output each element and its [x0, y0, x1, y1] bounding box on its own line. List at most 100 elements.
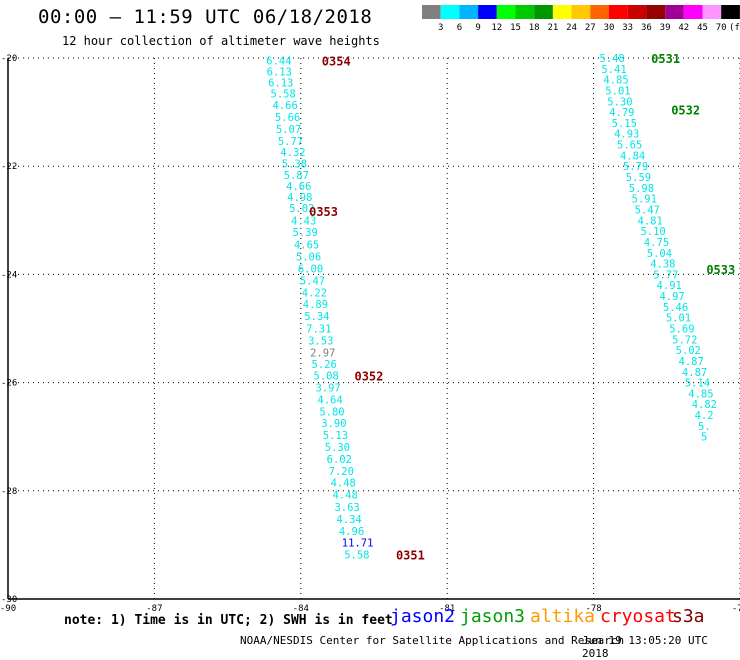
colorbar-swatch — [646, 5, 666, 19]
pass-time-label: 0353 — [309, 205, 338, 219]
wave-height-point: 5.66 — [275, 112, 300, 124]
wave-height-point: 5.01 — [666, 313, 691, 325]
wave-height-point: 4.81 — [638, 215, 663, 227]
colorbar-swatch — [721, 5, 740, 19]
wave-height-point: 5.59 — [626, 172, 651, 184]
wave-height-point: 5.14 — [685, 378, 710, 390]
footer-timestamp: Jun 19 13:05:20 UTC 2018 — [582, 634, 708, 660]
wave-height-point: 6.02 — [327, 454, 352, 466]
x-tick-label: -78 — [585, 604, 601, 614]
wave-height-point: 4.48 — [333, 490, 358, 502]
wave-height-point: 5.58 — [271, 89, 296, 101]
colorbar-swatch — [478, 5, 497, 19]
wave-height-point: 5.72 — [672, 334, 697, 346]
wave-height-point: 5.34 — [304, 311, 329, 323]
colorbar-swatch — [440, 5, 460, 19]
wave-height-point: 5.30 — [607, 96, 632, 108]
wave-height-point: 4.97 — [659, 291, 684, 303]
wave-height-point: 5.06 — [296, 252, 321, 264]
wave-height-point: 3.97 — [315, 382, 340, 394]
wave-height-point: 3.53 — [308, 335, 333, 347]
wave-height-point: 4.87 — [682, 367, 707, 379]
chart-subtitle: 12 hour collection of altimeter wave hei… — [62, 34, 380, 48]
pass-time-label: 0532 — [671, 103, 700, 117]
wave-height-point: 5.30 — [325, 442, 350, 454]
wave-height-point: 4.93 — [614, 129, 639, 141]
colorbar-label: 9 — [475, 23, 480, 33]
wave-height-point: 6.00 — [298, 263, 323, 275]
wave-height-point: 5.80 — [319, 406, 344, 418]
wave-height-point: 4.65 — [294, 240, 319, 252]
colorbar-swatch — [665, 5, 684, 19]
colorbar-label: 36 — [641, 23, 652, 33]
colorbar-swatch — [702, 5, 722, 19]
wave-height-point: 5.13 — [323, 430, 348, 442]
wave-height-point: 4.89 — [303, 299, 328, 311]
x-tick-label: -84 — [293, 604, 309, 614]
wave-height-point: 4.98 — [287, 192, 312, 204]
wave-height-point: 6.13 — [268, 77, 293, 89]
wave-height-point: 7.31 — [306, 324, 331, 336]
y-tick-label: -24 — [1, 270, 17, 280]
colorbar-label: (ft) — [729, 23, 740, 33]
footer-credit: NOAA/NESDIS Center for Satellite Applica… — [240, 634, 625, 647]
wave-height-point: 5.08 — [313, 371, 338, 383]
colorbar-swatch — [609, 5, 628, 19]
wave-height-point: 5. — [698, 421, 711, 433]
colorbar-label: 42 — [678, 23, 689, 33]
wave-height-point: 5.10 — [640, 226, 665, 238]
x-tick-label: -75 — [732, 604, 740, 614]
wave-height-point: 5.47 — [300, 275, 325, 287]
colorbar-swatch — [552, 5, 572, 19]
colorbar-label: 6 — [457, 23, 462, 33]
wave-height-point: 2.97 — [310, 347, 335, 359]
wave-height-point: 11.71 — [342, 538, 374, 550]
colorbar-swatch — [627, 5, 647, 19]
y-tick-label: -30 — [1, 595, 17, 605]
wave-height-point: 5.91 — [632, 194, 657, 206]
wave-height-point: 5.41 — [601, 64, 626, 76]
chart-title: 00:00 – 11:59 UTC 06/18/2018 — [38, 6, 373, 28]
wave-height-point: 5.39 — [293, 227, 318, 239]
wave-height-point: 3.90 — [321, 418, 346, 430]
units-note: note: 1) Time is in UTC; 2) SWH is in fe… — [64, 613, 393, 628]
legend-jason3: jason3 — [460, 606, 526, 627]
colorbar-label: 15 — [510, 23, 521, 33]
wave-height-point: 5.98 — [629, 183, 654, 195]
colorbar-label: 27 — [585, 23, 596, 33]
wave-height-point: 5.01 — [605, 85, 630, 97]
wave-height-point: 5.77 — [278, 136, 303, 148]
wave-height-point: 3.63 — [334, 502, 359, 514]
wave-height-point: 5 — [701, 432, 707, 444]
wave-height-point: 4.84 — [620, 150, 645, 162]
wave-height-point: 4.2 — [695, 410, 714, 422]
wave-height-point: 6.13 — [267, 67, 292, 79]
wave-height-point: 4.79 — [609, 107, 634, 119]
wave-height-point: 5.69 — [669, 324, 694, 336]
wave-height-point: 5.02 — [676, 345, 701, 357]
colorbar-swatch — [571, 5, 591, 19]
colorbar-label: 24 — [566, 23, 577, 33]
wave-height-point: 5.26 — [312, 359, 337, 371]
wave-height-point: 5.15 — [612, 118, 637, 130]
legend-cryosat: cryosat — [600, 606, 676, 627]
wave-height-point: 4.66 — [286, 181, 311, 193]
wave-height-point: 5.87 — [284, 170, 309, 182]
colorbar-swatch — [459, 5, 479, 19]
y-tick-label: -28 — [1, 487, 17, 497]
colorbar-swatch — [683, 5, 703, 19]
colorbar-swatch — [590, 5, 609, 19]
wave-height-point: 4.66 — [272, 100, 297, 112]
wave-height-point: 4.85 — [603, 75, 628, 87]
pass-time-label: 0351 — [396, 549, 425, 563]
colorbar-swatch — [422, 5, 441, 19]
pass-time-label: 0533 — [706, 263, 735, 277]
pass-time-label: 0354 — [322, 55, 351, 69]
wave-height-point: 4.96 — [339, 526, 364, 538]
wave-height-point: 4.75 — [644, 237, 669, 249]
wave-height-point: 4.91 — [657, 280, 682, 292]
x-tick-label: -90 — [0, 604, 16, 614]
wave-height-point: 6.44 — [266, 56, 291, 68]
wave-height-point: 4.32 — [280, 147, 305, 159]
